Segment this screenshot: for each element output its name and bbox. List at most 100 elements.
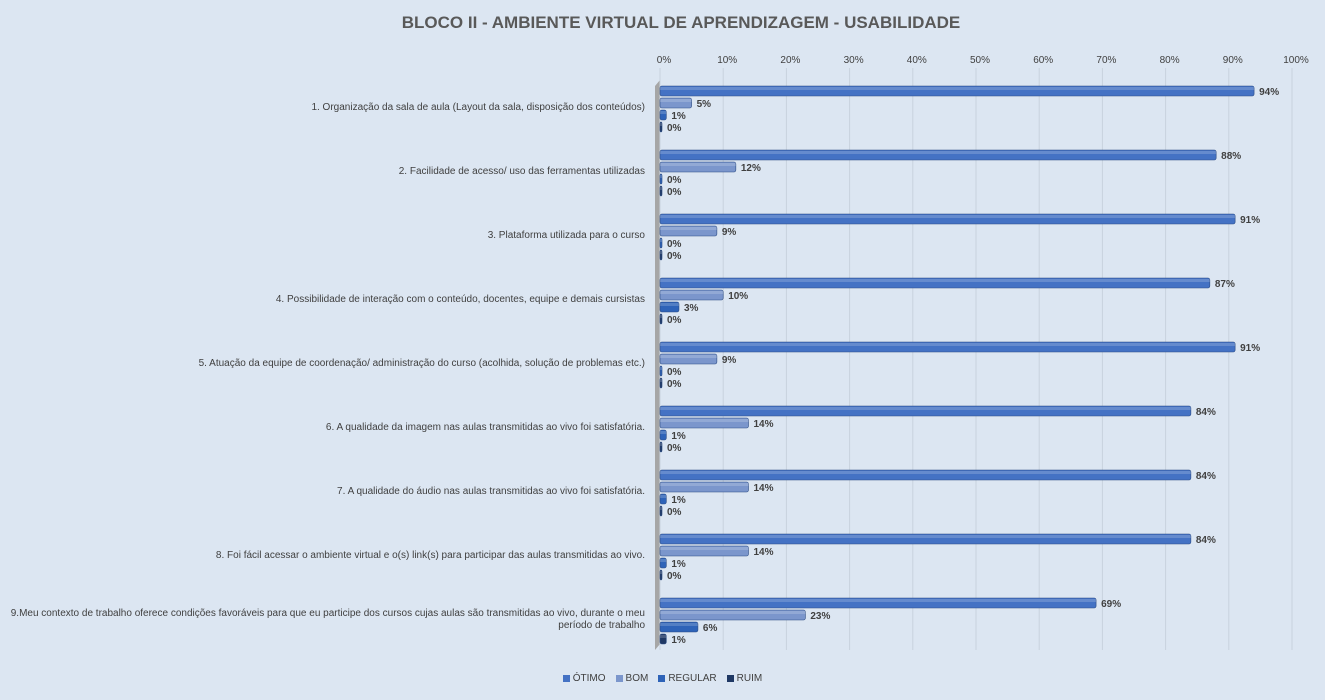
bar-ruim	[659, 505, 663, 517]
bar-highlight	[660, 111, 667, 114]
bar-highlight	[660, 367, 662, 370]
bar-highlight	[660, 599, 1097, 602]
bar-regular	[659, 621, 699, 633]
data-label: 23%	[810, 611, 830, 622]
data-label: 14%	[753, 547, 773, 558]
bar-bom	[659, 417, 749, 429]
bar-ótimo	[659, 277, 1211, 289]
bar-highlight	[660, 251, 662, 254]
data-label: 0%	[667, 367, 682, 378]
legend-swatch	[615, 675, 623, 682]
bar-regular	[659, 429, 667, 441]
data-label: 0%	[667, 187, 682, 198]
data-label: 0%	[667, 443, 682, 454]
data-label: 0%	[667, 315, 682, 326]
bar-highlight	[660, 303, 679, 306]
bar-highlight	[660, 559, 667, 562]
bar-bom	[659, 289, 724, 301]
data-label: 91%	[1240, 215, 1260, 226]
data-label: 0%	[667, 123, 682, 134]
legend-swatch	[658, 675, 666, 682]
data-label: 14%	[753, 483, 773, 494]
x-tick-label: 20%	[780, 55, 800, 66]
bar-highlight	[660, 443, 662, 446]
bar-highlight	[660, 483, 749, 486]
bar-ótimo	[659, 149, 1217, 161]
axis-wall	[655, 80, 660, 650]
bar-bom	[659, 545, 749, 557]
data-label: 3%	[684, 303, 699, 314]
legend-label: BOM	[625, 673, 649, 684]
bar-regular	[659, 173, 663, 185]
data-label: 1%	[671, 111, 686, 122]
bar-ótimo	[659, 405, 1192, 417]
bar-highlight	[660, 547, 749, 550]
bar-ruim	[659, 121, 663, 133]
bar-bom	[659, 609, 806, 621]
bar-highlight	[660, 343, 1236, 346]
bar-highlight	[660, 175, 662, 178]
data-label: 84%	[1196, 407, 1216, 418]
bar-highlight	[660, 215, 1236, 218]
data-label: 0%	[667, 175, 682, 186]
legend-item: RUIM	[726, 673, 763, 684]
legend-label: RUIM	[736, 673, 763, 684]
data-label: 0%	[667, 239, 682, 250]
x-tick-label: 100%	[1283, 55, 1309, 66]
data-label: 1%	[671, 559, 686, 570]
data-label: 12%	[741, 163, 761, 174]
bar-highlight	[660, 123, 662, 126]
legend-label: ÓTIMO	[572, 673, 606, 684]
bar-highlight	[660, 99, 692, 102]
bar-bom	[659, 225, 718, 237]
x-tick-label: 30%	[844, 55, 864, 66]
bar-regular	[659, 301, 680, 313]
data-label: 5%	[697, 99, 712, 110]
legend-item: REGULAR	[658, 673, 717, 684]
bar-highlight	[660, 507, 662, 510]
bar-regular	[659, 237, 663, 249]
category-label: 9.Meu contexto de trabalho oferece condi…	[10, 608, 645, 631]
x-tick-label: 40%	[907, 55, 927, 66]
bar-ótimo	[659, 341, 1236, 353]
data-label: 10%	[728, 291, 748, 302]
category-label: 2. Facilidade de acesso/ uso das ferrame…	[398, 166, 645, 177]
data-label: 87%	[1215, 279, 1235, 290]
bar-highlight	[660, 379, 662, 382]
legend-item: BOM	[615, 673, 649, 684]
data-label: 88%	[1221, 151, 1241, 162]
bar-highlight	[660, 87, 1255, 90]
bar-ruim	[659, 249, 663, 261]
bar-highlight	[660, 163, 736, 166]
bar-regular	[659, 493, 667, 505]
category-label: 3. Plataforma utilizada para o curso	[487, 230, 645, 241]
category-label: 1. Organização da sala de aula (Layout d…	[311, 102, 645, 113]
bar-highlight	[660, 571, 662, 574]
bar-ótimo	[659, 533, 1192, 545]
x-tick-label: 0%	[657, 55, 672, 66]
bar-ótimo	[659, 85, 1255, 97]
data-label: 0%	[667, 379, 682, 390]
data-label: 0%	[667, 507, 682, 518]
bar-ruim	[659, 441, 663, 453]
category-label: 6. A qualidade da imagem nas aulas trans…	[325, 422, 645, 433]
legend: ÓTIMO BOM REGULAR RUIM	[0, 673, 1325, 685]
legend-swatch	[562, 675, 570, 682]
data-label: 1%	[671, 431, 686, 442]
data-label: 91%	[1240, 343, 1260, 354]
data-label: 1%	[671, 495, 686, 506]
bar-ruim	[659, 313, 663, 325]
data-label: 84%	[1196, 535, 1216, 546]
bar-highlight	[660, 187, 662, 190]
bar-highlight	[660, 535, 1191, 538]
bar-highlight	[660, 431, 667, 434]
category-label: 5. Atuação da equipe de coordenação/ adm…	[198, 358, 645, 369]
bar-highlight	[660, 611, 806, 614]
bar-highlight	[660, 227, 717, 230]
category-label: 8. Foi fácil acessar o ambiente virtual …	[215, 550, 645, 561]
legend-item: ÓTIMO	[562, 673, 606, 684]
data-label: 84%	[1196, 471, 1216, 482]
bar-ruim	[659, 569, 663, 581]
bar-highlight	[660, 151, 1217, 154]
bar-highlight	[660, 495, 667, 498]
